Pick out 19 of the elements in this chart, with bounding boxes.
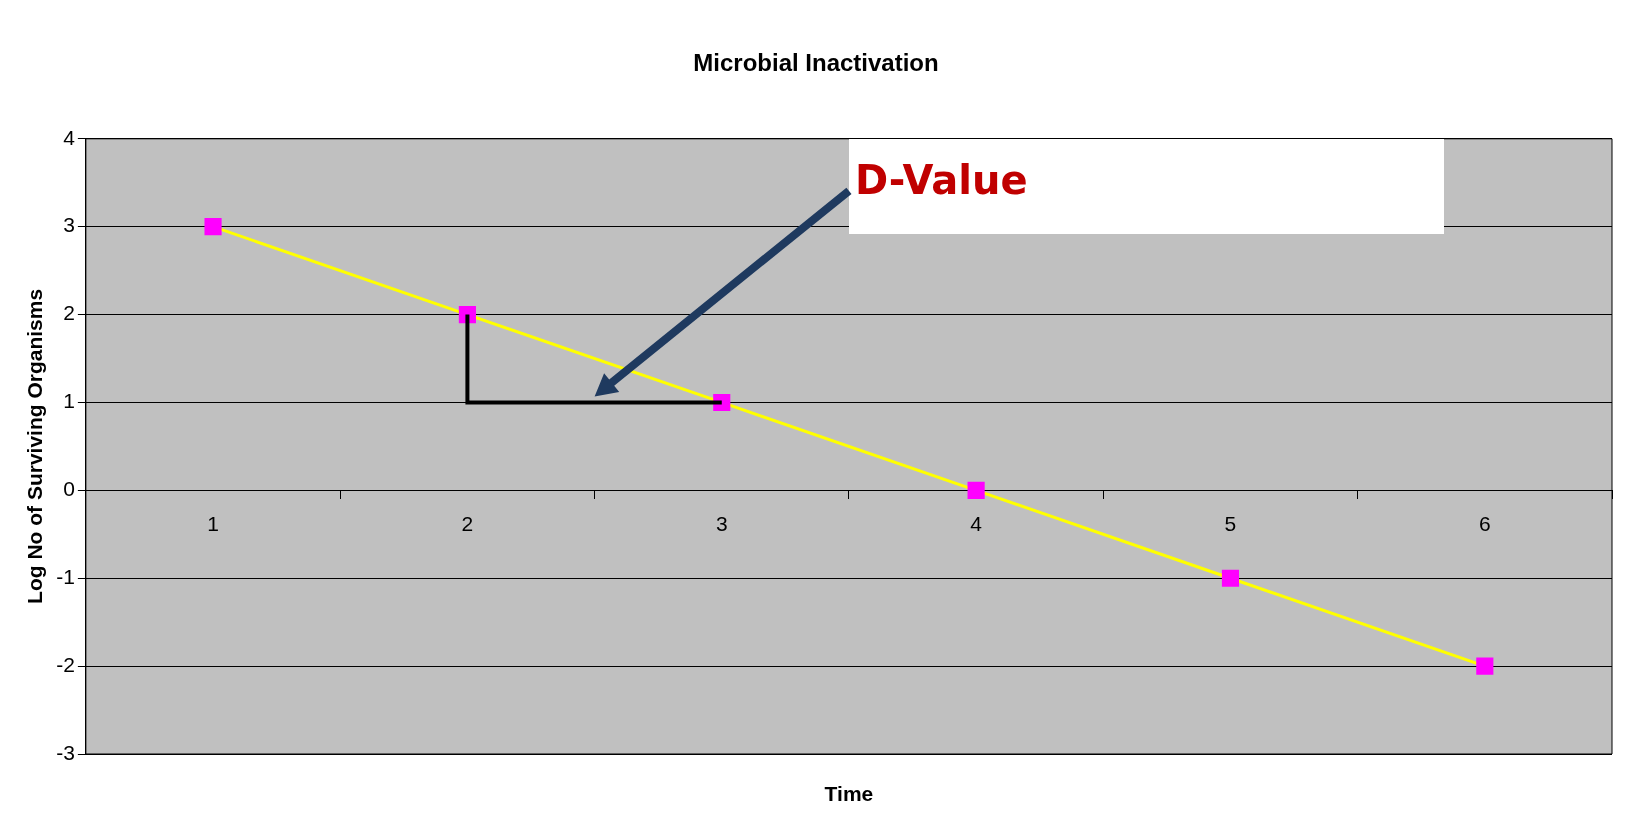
x-axis-title: Time (824, 782, 874, 806)
y-tick-label: 1 (63, 389, 75, 413)
chart-title: Microbial Inactivation (693, 49, 939, 77)
x-tick-label: 5 (1224, 511, 1237, 535)
text-box: D-Value (848, 138, 1445, 234)
y-axis-title: Log No of Surviving Organisms (23, 288, 47, 604)
annotation: D-Value (853, 156, 1028, 203)
x-tick-label: 2 (461, 511, 474, 535)
x-tick-label: 6 (1478, 511, 1491, 535)
y-tick-label: -1 (56, 565, 75, 589)
y-tick-label: -2 (56, 652, 75, 676)
y-tick-label: 3 (63, 213, 75, 237)
y-tick-label: 2 (63, 301, 75, 325)
x-tick-label: 1 (207, 511, 219, 535)
x-tick-label: 3 (715, 511, 728, 535)
y-tick-label: 4 (63, 125, 76, 149)
y-tick-label: 0 (63, 477, 75, 501)
y-tick-label: -3 (56, 740, 75, 764)
x-tick-label: 4 (970, 511, 983, 535)
